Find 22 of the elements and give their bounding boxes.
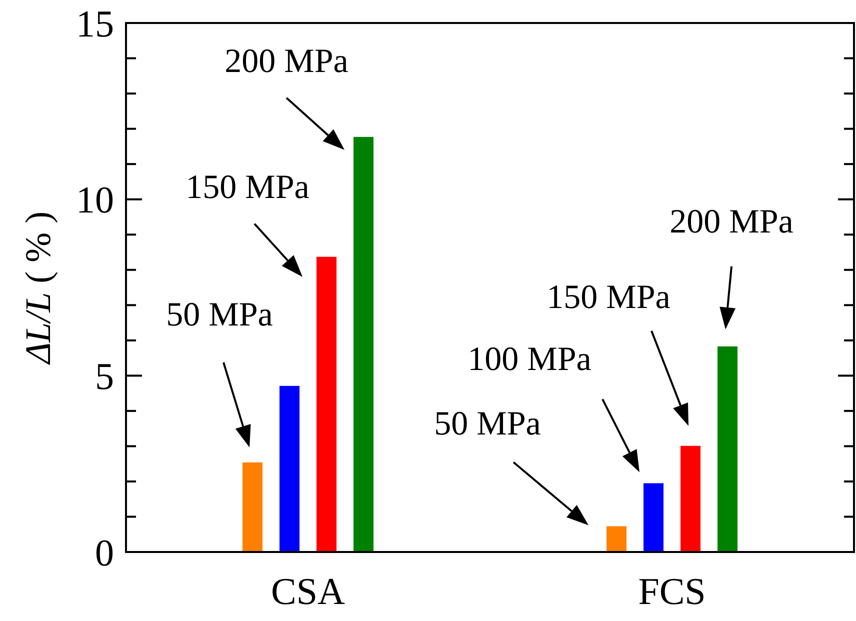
annotation: 50 MPa (434, 405, 541, 442)
annotation: 100 MPa (468, 341, 592, 378)
bar (354, 136, 374, 552)
bar (718, 346, 738, 552)
bar (644, 483, 664, 552)
y-tick-label: 10 (76, 180, 114, 222)
y-axis-title: ΔL/L ( % ) (18, 211, 58, 366)
bar (316, 256, 336, 552)
annotation: 150 MPa (186, 168, 310, 206)
y-tick-label: 5 (95, 356, 114, 398)
bar (242, 462, 262, 552)
annotation: 150 MPa (546, 278, 670, 316)
bar (280, 386, 300, 552)
y-tick-label: 0 (95, 532, 114, 574)
bar (680, 446, 700, 552)
y-tick-label: 15 (76, 3, 114, 46)
x-tick-label: CSA (271, 571, 346, 613)
bar (606, 526, 626, 552)
annotation: 200 MPa (224, 42, 348, 80)
annotation: 200 MPa (670, 203, 794, 240)
x-tick-label: FCS (638, 571, 706, 613)
annotation: 50 MPa (166, 296, 273, 334)
